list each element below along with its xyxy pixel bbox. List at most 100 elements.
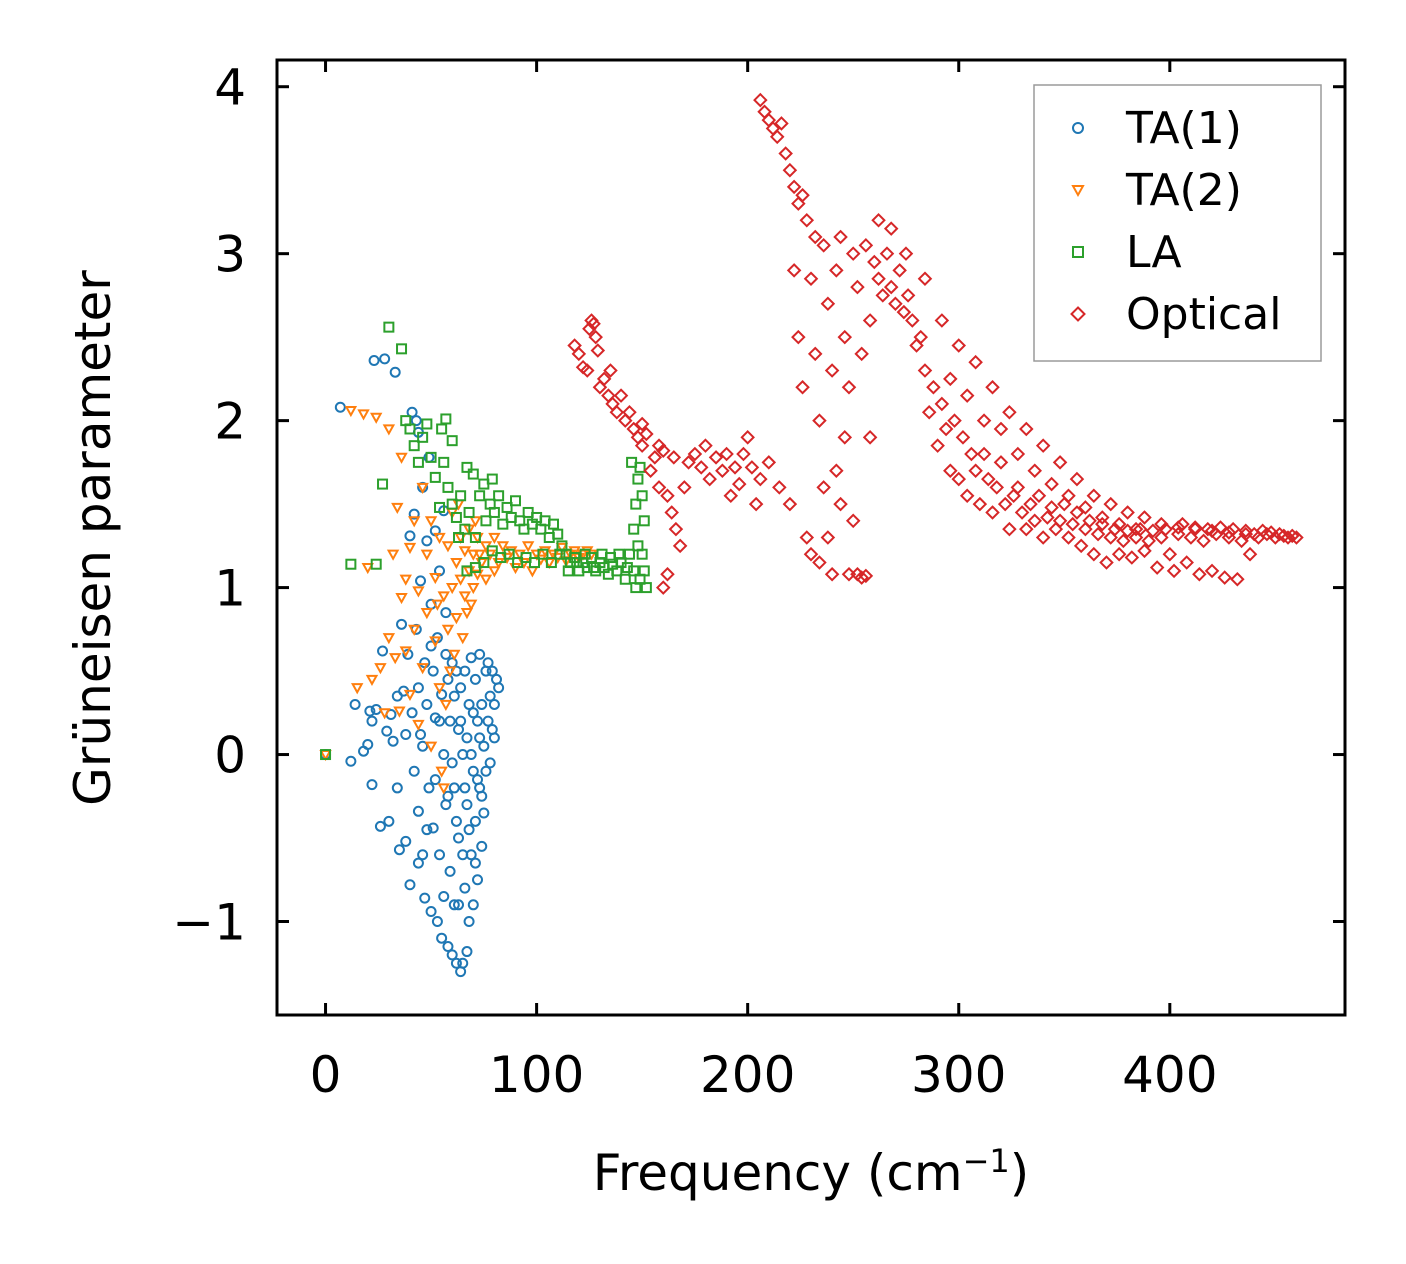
data-point [993, 421, 1009, 437]
data-point [993, 455, 1009, 470]
data-point [628, 565, 640, 577]
data-point [959, 388, 975, 403]
data-point [702, 471, 717, 487]
data-point [404, 423, 416, 435]
data-point [378, 708, 391, 720]
data-point [1044, 500, 1059, 515]
data-point [377, 645, 389, 657]
data-point [1014, 505, 1030, 520]
data-point [469, 673, 481, 685]
data-point [459, 882, 471, 894]
data-point [1027, 463, 1042, 478]
data-point [419, 892, 431, 904]
data-point [588, 562, 600, 574]
data-point [345, 755, 357, 767]
legend-entry: TA(1) [1072, 103, 1242, 154]
data-point [955, 430, 971, 445]
data-point [554, 548, 566, 560]
data-point [1069, 471, 1085, 487]
data-point [425, 905, 437, 917]
data-point [415, 575, 427, 587]
data-point [412, 682, 424, 694]
data-point [381, 725, 393, 737]
data-point [786, 263, 802, 278]
data-point [753, 471, 768, 487]
data-point [486, 473, 498, 485]
data-point [379, 353, 391, 365]
data-point [453, 899, 465, 911]
data-point [467, 549, 480, 561]
data-point [799, 213, 815, 228]
data-point [415, 729, 427, 741]
data-point [393, 844, 405, 856]
data-point [774, 116, 789, 131]
data-point [383, 321, 395, 333]
data-point [972, 496, 988, 512]
data-point [467, 707, 479, 719]
data-point [837, 329, 853, 345]
data-point [632, 473, 644, 485]
data-point [947, 413, 962, 428]
data-point [677, 480, 692, 495]
data-point [440, 413, 452, 425]
data-point [651, 480, 667, 495]
data-point [622, 405, 637, 420]
data-point [407, 624, 421, 636]
data-point [374, 663, 387, 675]
data-point [900, 288, 916, 303]
data-point [455, 682, 467, 694]
data-point [568, 546, 581, 558]
data-point [403, 689, 417, 701]
data-point [408, 508, 420, 520]
data-point [816, 480, 831, 495]
data-point [609, 405, 625, 420]
data-point [467, 468, 479, 480]
data-point [1031, 488, 1047, 504]
data-point [448, 782, 460, 794]
data-point [429, 636, 442, 648]
data-point [883, 221, 899, 236]
plot-frame [275, 58, 1347, 1017]
data-point [1230, 571, 1245, 587]
data-point [465, 749, 477, 761]
data-point [854, 346, 869, 362]
data-point [791, 196, 806, 211]
x-tick-label: 400 [1122, 1046, 1217, 1104]
data-point [1259, 526, 1275, 542]
data-point [450, 815, 462, 827]
data-point [837, 430, 853, 445]
data-point [450, 511, 462, 523]
data-point [1035, 530, 1051, 545]
data-point [753, 92, 768, 108]
data-point [512, 557, 524, 569]
data-point [547, 518, 559, 530]
data-point [396, 343, 408, 355]
plot-area: 0 100 200 300 400 −1 0 1 2 3 4 [172, 58, 1347, 1104]
data-point [782, 162, 798, 178]
data-point [623, 548, 635, 560]
data-point [442, 673, 454, 685]
x-axis-label: Frequency (cm−1) [593, 1142, 1030, 1202]
data-point [410, 415, 422, 427]
data-point [812, 413, 827, 428]
data-point [448, 649, 461, 661]
data-point [431, 916, 443, 928]
ticks-layer: 0 100 200 300 400 −1 0 1 2 3 4 [172, 59, 1345, 1104]
data-point [769, 129, 785, 145]
data-point [424, 741, 438, 753]
x-tick-label: 300 [911, 1046, 1006, 1104]
data-point [795, 187, 810, 203]
data-point [1137, 510, 1152, 525]
data-point [400, 729, 412, 741]
data-point [567, 338, 582, 353]
data-point [666, 450, 682, 465]
data-point [461, 461, 473, 473]
data-point [590, 343, 606, 358]
data-point [871, 213, 886, 228]
data-point [1019, 521, 1034, 537]
data-point [450, 557, 463, 570]
data-point [395, 593, 408, 605]
legend-marker [1071, 185, 1085, 198]
data-point [453, 832, 465, 844]
data-point [456, 633, 469, 645]
